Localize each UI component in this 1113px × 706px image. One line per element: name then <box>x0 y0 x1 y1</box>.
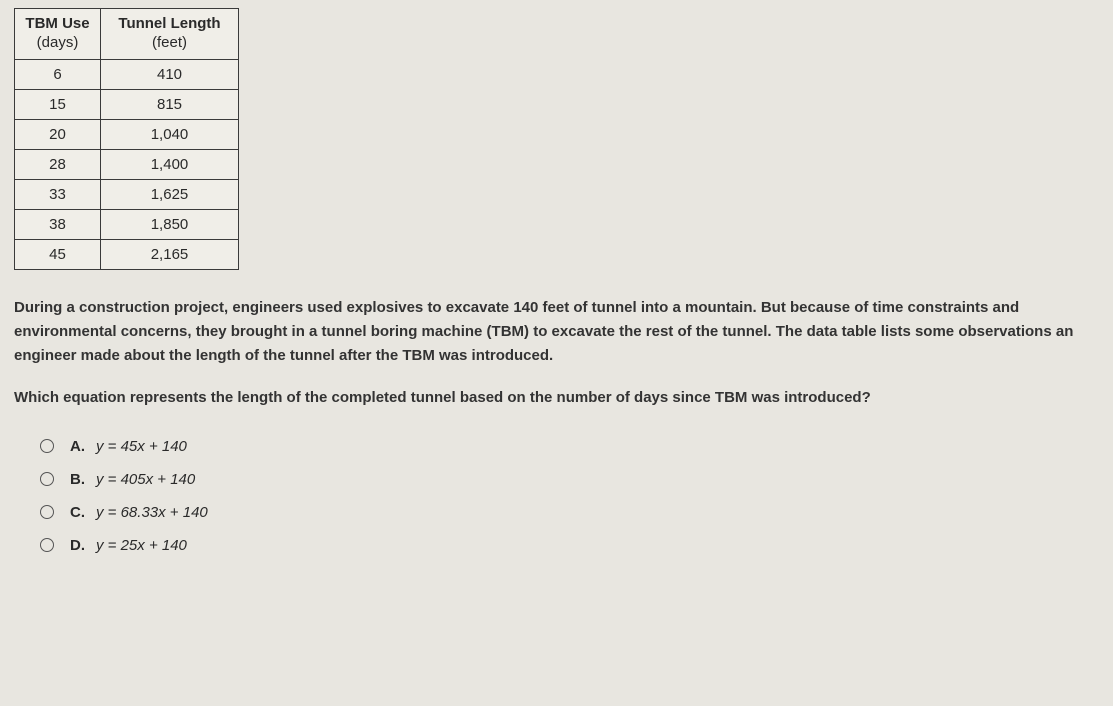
table-row: 331,625 <box>15 179 239 209</box>
data-table: TBM Use (days) Tunnel Length (feet) 6410… <box>14 8 239 270</box>
choice-letter: C. <box>70 504 96 521</box>
header-tbm-use-line2: (days) <box>25 34 90 53</box>
table-row: 201,040 <box>15 119 239 149</box>
choice-b[interactable]: B. y = 405x + 140 <box>40 471 1099 488</box>
table-row: 6410 <box>15 59 239 89</box>
radio-icon[interactable] <box>40 505 54 519</box>
cell-length: 1,625 <box>101 179 239 209</box>
choice-d[interactable]: D. y = 25x + 140 <box>40 537 1099 554</box>
cell-days: 20 <box>15 119 101 149</box>
cell-length: 1,040 <box>101 119 239 149</box>
table-row: 15815 <box>15 89 239 119</box>
cell-days: 6 <box>15 59 101 89</box>
choice-letter: B. <box>70 471 96 488</box>
header-tunnel-length: Tunnel Length (feet) <box>101 9 239 60</box>
choice-equation: y = 68.33x + 140 <box>96 504 208 521</box>
choice-c[interactable]: C. y = 68.33x + 140 <box>40 504 1099 521</box>
table-row: 281,400 <box>15 149 239 179</box>
table-header-row: TBM Use (days) Tunnel Length (feet) <box>15 9 239 60</box>
cell-days: 28 <box>15 149 101 179</box>
cell-days: 45 <box>15 239 101 269</box>
choice-letter: D. <box>70 537 96 554</box>
choice-letter: A. <box>70 438 96 455</box>
table-body: 6410 15815 201,040 281,400 331,625 381,8… <box>15 59 239 269</box>
cell-days: 33 <box>15 179 101 209</box>
header-tbm-use-line1: TBM Use <box>25 15 89 32</box>
header-tunnel-length-line2: (feet) <box>111 34 228 53</box>
cell-length: 410 <box>101 59 239 89</box>
choice-equation: y = 25x + 140 <box>96 537 187 554</box>
radio-icon[interactable] <box>40 472 54 486</box>
radio-icon[interactable] <box>40 538 54 552</box>
question-text: Which equation represents the length of … <box>14 386 1099 410</box>
cell-length: 815 <box>101 89 239 119</box>
choice-a[interactable]: A. y = 45x + 140 <box>40 438 1099 455</box>
choice-equation: y = 405x + 140 <box>96 471 195 488</box>
header-tunnel-length-line1: Tunnel Length <box>118 15 220 32</box>
cell-days: 38 <box>15 209 101 239</box>
cell-days: 15 <box>15 89 101 119</box>
context-paragraph: During a construction project, engineers… <box>14 296 1099 368</box>
choice-equation: y = 45x + 140 <box>96 438 187 455</box>
cell-length: 1,850 <box>101 209 239 239</box>
cell-length: 1,400 <box>101 149 239 179</box>
radio-icon[interactable] <box>40 439 54 453</box>
cell-length: 2,165 <box>101 239 239 269</box>
table-row: 452,165 <box>15 239 239 269</box>
header-tbm-use: TBM Use (days) <box>15 9 101 60</box>
table-row: 381,850 <box>15 209 239 239</box>
answer-choices: A. y = 45x + 140 B. y = 405x + 140 C. y … <box>14 438 1099 554</box>
